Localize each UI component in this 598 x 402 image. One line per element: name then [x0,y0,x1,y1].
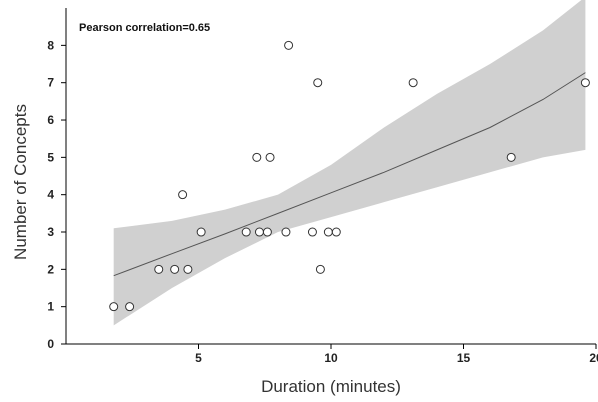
y-tick-label: 0 [47,337,54,351]
y-tick-label: 7 [47,76,54,90]
data-point [331,227,341,237]
x-tick-label: 20 [589,351,598,365]
data-point [307,227,317,237]
y-tick-label: 2 [47,262,54,276]
data-point [315,264,325,274]
correlation-annotation: Pearson correlation=0.65 [79,22,210,34]
data-point [254,227,264,237]
y-tick-label: 6 [47,113,54,127]
y-tick-label: 1 [47,300,54,314]
x-tick-label: 5 [195,351,202,365]
data-point [170,264,180,274]
trend-line [113,72,586,277]
data-point [313,78,323,88]
data-point [284,40,294,50]
data-point [281,227,291,237]
data-point [196,227,206,237]
confidence-band [113,0,586,326]
y-axis-title: Number of Concepts [11,104,30,260]
y-tick-label: 5 [47,150,54,164]
x-axis-title: Duration (minutes) [261,377,401,396]
data-point [183,264,193,274]
x-tick-label: 15 [457,351,471,365]
x-tick-label: 10 [324,351,338,365]
data-point [241,227,251,237]
data-point [154,264,164,274]
data-point [109,302,119,312]
data-point [252,152,262,162]
data-point [580,78,590,88]
data-point [178,190,188,200]
data-point [125,302,135,312]
data-point [265,152,275,162]
data-point [323,227,333,237]
y-tick-label: 4 [47,188,54,202]
data-point [506,152,516,162]
y-tick-label: 3 [47,225,54,239]
data-point [262,227,272,237]
y-tick-label: 8 [47,38,54,52]
data-point [408,78,418,88]
